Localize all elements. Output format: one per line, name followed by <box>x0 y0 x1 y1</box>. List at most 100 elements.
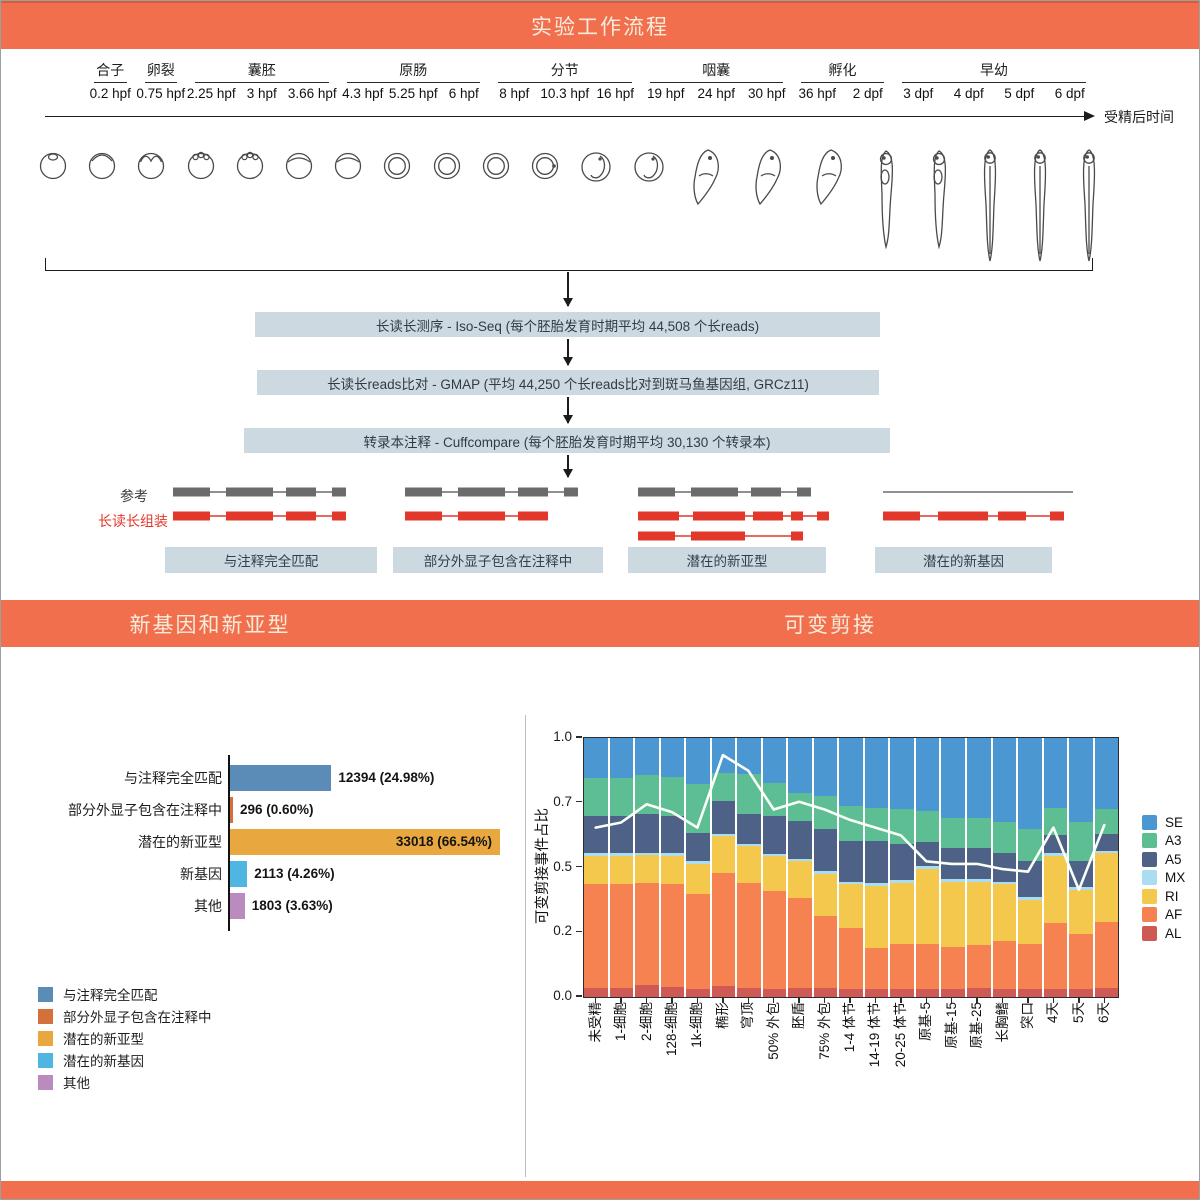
segment-A5 <box>992 853 1017 882</box>
splicing-stacked-bar-chart <box>583 737 1119 998</box>
legend-swatch <box>1142 851 1157 867</box>
legend-swatch <box>1142 833 1157 849</box>
timepoint-label: 24 hpf <box>697 86 736 101</box>
bar-category-label: 其他 <box>194 898 222 914</box>
x-stage-label: 4天 <box>1045 1002 1061 1024</box>
legend-item-AF: AF <box>1142 906 1185 925</box>
segment-AF <box>1043 923 1068 990</box>
segment-A3 <box>762 782 787 816</box>
segment-AL <box>1094 987 1119 997</box>
segment-AF <box>941 946 965 990</box>
segment-AL <box>915 989 940 997</box>
timepoint-label: 6 dpf <box>1054 86 1085 101</box>
timepoint-label: 5.25 hpf <box>388 86 438 101</box>
x-tick-mark <box>696 998 699 1003</box>
segment-A3 <box>992 822 1017 854</box>
comma-embryo-icon <box>579 146 613 191</box>
x-tick-mark <box>1052 998 1055 1003</box>
y-tick-label: 0.5 <box>553 858 572 874</box>
x-stage-label: 长胸鳍 <box>994 1002 1010 1043</box>
x-stage-label: 20-25 体节 <box>892 1002 908 1068</box>
legend-label: RI <box>1165 888 1179 904</box>
segment-AF <box>890 944 914 990</box>
down-arrow-icon <box>563 397 572 424</box>
embryo-drawings-row <box>38 146 1104 271</box>
segment-RI <box>915 869 940 944</box>
x-tick-mark <box>722 998 724 1003</box>
bar <box>230 861 248 887</box>
stacked-bar-50% 外包 <box>762 738 787 997</box>
segment-AL <box>966 987 991 997</box>
section-banner: 新基因和新亚型 可变剪接 <box>0 600 1200 647</box>
x-stage-label: 原基-15 <box>943 1002 959 1049</box>
timepoint-label: 10.3 hpf <box>540 86 590 101</box>
segment-RI <box>711 835 736 873</box>
stage-times: 3 dpf 4 dpf 5 dpf 6 dpf <box>893 86 1095 101</box>
timepoint-label: 6 hpf <box>448 86 479 101</box>
segment-SE <box>1069 738 1093 823</box>
longread-assembly-track-label: 长读长组装 <box>98 513 168 529</box>
x-stage-label: 1-细胞 <box>613 1002 629 1042</box>
stacked-bar-原基-5 <box>915 738 940 997</box>
stacked-bar-75% 外包 <box>813 738 838 997</box>
stacked-bar-4天 <box>1043 738 1068 997</box>
stacked-bar-128-细胞 <box>660 738 685 997</box>
y-tick-label: 0.2 <box>553 923 572 939</box>
time-axis-label: 受精后时间 <box>1104 109 1174 125</box>
legend-item: 与注释完全匹配 <box>38 983 212 1005</box>
x-tick-mark <box>976 998 978 1003</box>
segment-A3 <box>686 784 710 833</box>
legend-label: 其他 <box>63 1076 90 1091</box>
segment-A5 <box>1094 833 1119 851</box>
blastula-egg-icon <box>333 146 363 187</box>
stage-group-label: 合子 <box>96 62 125 78</box>
segment-AL <box>1043 989 1068 997</box>
segment-A3 <box>1094 809 1119 834</box>
stacked-bar-原基-15 <box>941 738 965 997</box>
segment-AL <box>864 989 889 997</box>
stacked-bar-20-25 体节 <box>890 738 914 997</box>
segment-AF <box>864 947 889 990</box>
segment-SE <box>839 738 863 807</box>
multi-cell-egg-icon <box>235 146 265 187</box>
transcript-model-full-match <box>168 482 368 549</box>
stage-group-4: 分节 8 hpf 10.3 hpf 16 hpf <box>489 60 641 101</box>
stage-group-7: 早幼 3 dpf 4 dpf 5 dpf 6 dpf <box>893 60 1095 101</box>
stage-group-underline <box>346 81 480 83</box>
classification-legend: 与注释完全匹配 部分外显子包含在注释中 潜在的新亚型 潜在的新基因 其他 <box>38 983 212 1093</box>
x-tick-mark <box>1103 998 1105 1003</box>
x-stage-label: 椭形 <box>714 1002 730 1029</box>
segment-RI <box>966 881 991 946</box>
segment-A3 <box>813 796 838 830</box>
segment-AF <box>1094 921 1119 988</box>
segment-AL <box>660 986 685 997</box>
x-stage-label: 1k-细胞 <box>689 1002 705 1048</box>
segment-A5 <box>915 841 940 867</box>
legend-swatch <box>1142 870 1157 886</box>
segment-AL <box>762 989 787 997</box>
legend-swatch <box>1142 907 1157 923</box>
x-stage-label: 2-细胞 <box>638 1002 654 1042</box>
segment-AL <box>1069 989 1093 997</box>
segment-A3 <box>890 809 914 845</box>
gastrula-shield-icon <box>530 146 560 187</box>
segment-AL <box>711 986 736 997</box>
stage-group-label: 囊胚 <box>247 62 276 78</box>
legend-label: AF <box>1165 907 1183 923</box>
legend-label: 部分外显子包含在注释中 <box>63 1010 212 1025</box>
timepoint-label: 36 hpf <box>798 86 837 101</box>
stacked-bar-原基-25 <box>966 738 991 997</box>
segment-A3 <box>839 806 863 842</box>
segment-SE <box>890 738 914 810</box>
segment-RI <box>635 855 659 884</box>
larva-icon <box>975 146 1005 271</box>
pipeline-step-isoseq: 长读长测序 - Iso-Seq (每个胚胎发育时期平均 44,508 个长rea… <box>255 312 880 337</box>
segment-SE <box>1043 738 1068 808</box>
stacked-bar-1-细胞 <box>609 738 634 997</box>
y-tick-mark <box>576 865 582 868</box>
larva-icon <box>1025 146 1055 271</box>
segment-A5 <box>966 848 991 880</box>
stacked-bar-胚盾 <box>788 738 812 997</box>
x-stage-label: 14-19 体节 <box>867 1002 883 1068</box>
segment-SE <box>864 738 889 808</box>
